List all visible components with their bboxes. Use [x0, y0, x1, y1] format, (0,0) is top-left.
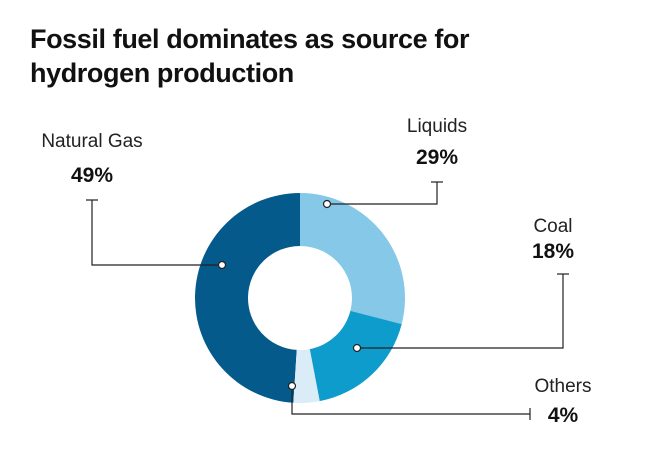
- value-label: 4%: [548, 404, 579, 427]
- leader-dot: [352, 343, 362, 353]
- value-label: 18%: [532, 240, 574, 263]
- leader-line: [291, 386, 530, 415]
- chart-title: Fossil fuel dominates as source for hydr…: [30, 24, 470, 88]
- slice-label: Liquids: [407, 116, 467, 137]
- slice-label: Coal: [533, 216, 572, 237]
- leader-dot: [217, 260, 227, 270]
- donut-slice: [300, 193, 406, 325]
- donut-slice: [293, 349, 320, 403]
- donut-slice: [309, 310, 402, 402]
- slice-label: Natural Gas: [41, 131, 142, 152]
- donut-slice: [194, 193, 300, 403]
- leader-dot: [322, 199, 332, 209]
- value-label: 29%: [416, 146, 458, 169]
- leader-line: [357, 274, 564, 349]
- value-label: 49%: [71, 164, 113, 187]
- leader-line: [91, 200, 222, 266]
- slice-label: Others: [534, 376, 591, 397]
- leader-line: [327, 182, 438, 205]
- leader-dot: [287, 381, 297, 391]
